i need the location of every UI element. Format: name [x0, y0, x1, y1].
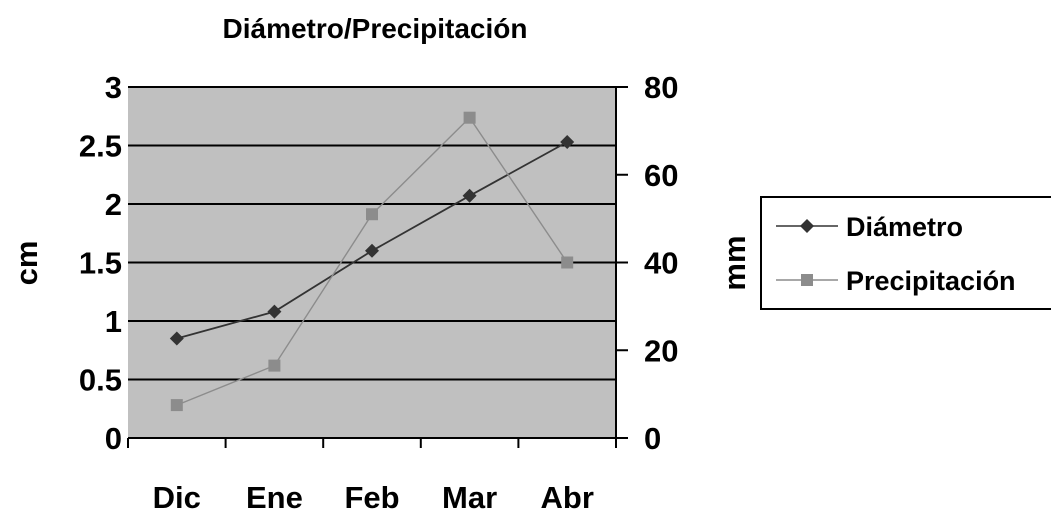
legend-label-diametro: Diámetro [846, 212, 963, 242]
x-tick-label-mar: Mar [442, 480, 497, 514]
right-tick-label: 0 [644, 421, 661, 456]
data-point-precipitacion [561, 256, 574, 269]
data-point-diametro [169, 331, 184, 346]
data-point-precipitacion [268, 359, 281, 372]
data-point-diametro [365, 243, 379, 258]
legend-marker-precipitacion [801, 274, 813, 286]
right-axis-ticks: 0 20 40 60 80 [616, 70, 678, 456]
left-tick-label: 0.5 [79, 363, 122, 398]
axes [128, 87, 617, 441]
x-tick-label-dic: Dic [153, 480, 201, 514]
left-tick-label: 2 [105, 187, 122, 222]
left-tick-label: 3 [105, 70, 122, 105]
data-point-precipitacion [170, 399, 183, 412]
left-tick-label: 2.5 [79, 129, 122, 164]
data-point-precipitacion [366, 208, 378, 221]
x-axis-ticks: Dic Ene Feb Mar Abr [127, 438, 617, 514]
legend-label-precipitacion: Precipitación [846, 266, 1016, 296]
left-tick-label: 0 [105, 421, 122, 456]
right-tick-label: 80 [644, 70, 678, 105]
legend-marker-diametro [800, 219, 814, 233]
legend: Diámetro Precipitación [760, 196, 1051, 310]
left-tick-label: 1 [105, 304, 122, 339]
left-tick-label: 1.5 [79, 246, 122, 281]
left-axis-ticks: 0 0.5 1 1.5 2 2.5 3 [79, 70, 122, 456]
gridlines [128, 86, 616, 381]
series-layer [169, 111, 575, 412]
data-point-precipitacion [463, 111, 476, 124]
data-point-diametro [560, 134, 575, 149]
x-tick-label-ene: Ene [246, 480, 303, 514]
right-tick-label: 20 [644, 333, 678, 368]
right-tick-label: 60 [644, 158, 678, 193]
right-axis-title: mm [717, 235, 752, 290]
legend-border [760, 196, 1051, 310]
x-tick-label-abr: Abr [541, 480, 594, 514]
right-tick-label: 40 [644, 246, 678, 281]
left-axis-title: cm [9, 241, 44, 286]
x-tick-label-feb: Feb [344, 480, 399, 514]
chart-title: Diámetro/Precipitación [223, 13, 528, 44]
data-point-diametro [462, 188, 477, 203]
data-point-diametro [267, 304, 282, 319]
